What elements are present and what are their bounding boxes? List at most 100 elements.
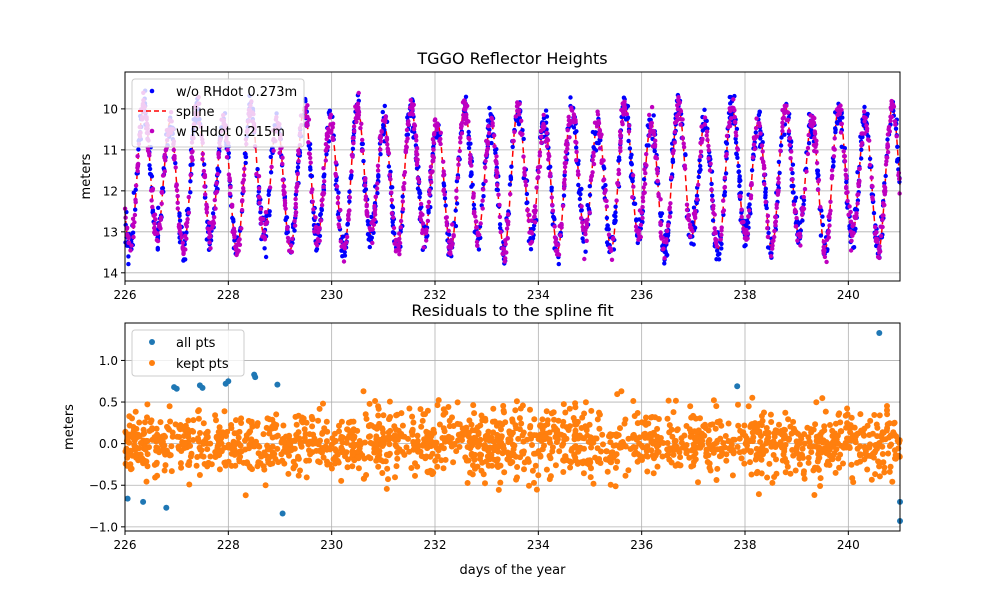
- point-w-rhdot: [776, 176, 781, 181]
- point-wo-rhdot: [177, 218, 183, 223]
- point-w-rhdot: [189, 155, 194, 160]
- point-wo-rhdot: [722, 193, 727, 198]
- point-kept-pts: [338, 477, 345, 484]
- point-w-rhdot: [846, 212, 851, 217]
- point-w-rhdot: [237, 237, 242, 242]
- point-kept-pts: [740, 448, 747, 455]
- point-kept-pts: [357, 441, 364, 448]
- point-kept-pts: [819, 429, 825, 436]
- point-w-rhdot: [158, 226, 163, 231]
- point-w-rhdot: [884, 155, 889, 160]
- point-w-rhdot: [641, 185, 646, 190]
- point-wo-rhdot: [453, 208, 458, 213]
- point-w-rhdot: [181, 251, 186, 257]
- point-kept-pts: [273, 433, 280, 440]
- point-kept-pts: [288, 447, 295, 454]
- point-kept-pts: [512, 407, 519, 414]
- point-w-rhdot: [379, 129, 384, 134]
- point-kept-pts: [572, 400, 579, 407]
- point-wo-rhdot: [361, 158, 366, 164]
- point-kept-pts: [617, 425, 623, 432]
- x-tick-label: 240: [837, 538, 860, 552]
- point-w-rhdot: [414, 162, 420, 167]
- point-kept-pts: [838, 428, 845, 435]
- point-w-rhdot: [176, 224, 182, 229]
- point-kept-pts: [324, 461, 331, 468]
- point-kept-pts: [320, 454, 327, 461]
- point-w-rhdot: [566, 114, 571, 120]
- point-w-rhdot: [784, 103, 789, 109]
- point-kept-pts: [367, 439, 374, 446]
- point-w-rhdot: [667, 205, 672, 210]
- point-kept-pts: [690, 412, 697, 419]
- point-kept-pts: [410, 438, 417, 445]
- point-w-rhdot: [280, 161, 285, 167]
- point-kept-pts: [215, 438, 222, 445]
- point-kept-pts: [450, 459, 457, 466]
- point-wo-rhdot: [148, 172, 154, 177]
- y-tick-label: 14: [103, 266, 118, 280]
- point-kept-pts: [216, 466, 223, 473]
- point-kept-pts: [459, 425, 466, 432]
- point-w-rhdot: [536, 169, 541, 175]
- point-kept-pts: [552, 462, 559, 469]
- point-w-rhdot: [654, 156, 660, 161]
- point-wo-rhdot: [794, 220, 799, 225]
- point-wo-rhdot: [777, 170, 782, 176]
- point-w-rhdot: [761, 166, 767, 171]
- point-w-rhdot: [162, 169, 167, 174]
- point-kept-pts: [498, 426, 504, 433]
- point-w-rhdot: [124, 226, 130, 231]
- point-w-rhdot: [546, 157, 551, 162]
- point-w-rhdot: [458, 140, 463, 145]
- point-w-rhdot: [152, 230, 157, 235]
- point-w-rhdot: [414, 138, 419, 143]
- point-w-rhdot: [832, 147, 837, 152]
- point-w-rhdot: [471, 191, 476, 196]
- point-kept-pts: [794, 443, 801, 450]
- point-w-rhdot: [582, 256, 587, 262]
- point-w-rhdot: [312, 229, 317, 234]
- point-kept-pts: [418, 423, 425, 430]
- point-w-rhdot: [172, 153, 177, 159]
- point-w-rhdot: [590, 157, 595, 163]
- point-w-rhdot: [676, 112, 681, 117]
- point-kept-pts: [526, 482, 532, 489]
- point-w-rhdot: [513, 114, 518, 119]
- point-w-rhdot: [538, 128, 544, 134]
- point-w-rhdot: [441, 172, 447, 177]
- point-kept-pts: [576, 433, 583, 439]
- point-kept-pts: [344, 426, 351, 433]
- point-w-rhdot: [558, 233, 563, 238]
- point-kept-pts: [713, 477, 720, 483]
- point-w-rhdot: [688, 234, 693, 239]
- point-w-rhdot: [259, 221, 264, 226]
- point-kept-pts: [348, 434, 355, 441]
- point-w-rhdot: [544, 130, 549, 136]
- point-kept-pts: [580, 470, 587, 477]
- point-kept-pts: [355, 465, 362, 472]
- point-kept-pts: [315, 417, 322, 424]
- point-w-rhdot: [665, 228, 670, 234]
- point-w-rhdot: [325, 144, 331, 150]
- point-wo-rhdot: [268, 170, 274, 175]
- point-w-rhdot: [880, 217, 885, 222]
- point-all-pts: [225, 378, 232, 385]
- point-wo-rhdot: [417, 188, 422, 193]
- point-kept-pts: [887, 463, 894, 470]
- point-kept-pts: [513, 476, 520, 483]
- point-kept-pts: [820, 445, 827, 452]
- point-kept-pts: [848, 414, 855, 421]
- point-w-rhdot: [707, 168, 713, 173]
- point-w-rhdot: [256, 186, 262, 191]
- point-w-rhdot: [432, 118, 437, 123]
- point-w-rhdot: [642, 167, 647, 172]
- point-w-rhdot: [351, 124, 357, 129]
- point-kept-pts: [862, 451, 869, 457]
- point-w-rhdot: [295, 171, 300, 177]
- point-w-rhdot: [772, 234, 777, 240]
- point-wo-rhdot: [561, 193, 567, 198]
- point-w-rhdot: [630, 195, 635, 200]
- bottom-x-axis-label: days of the year: [460, 563, 567, 578]
- point-kept-pts: [185, 434, 192, 440]
